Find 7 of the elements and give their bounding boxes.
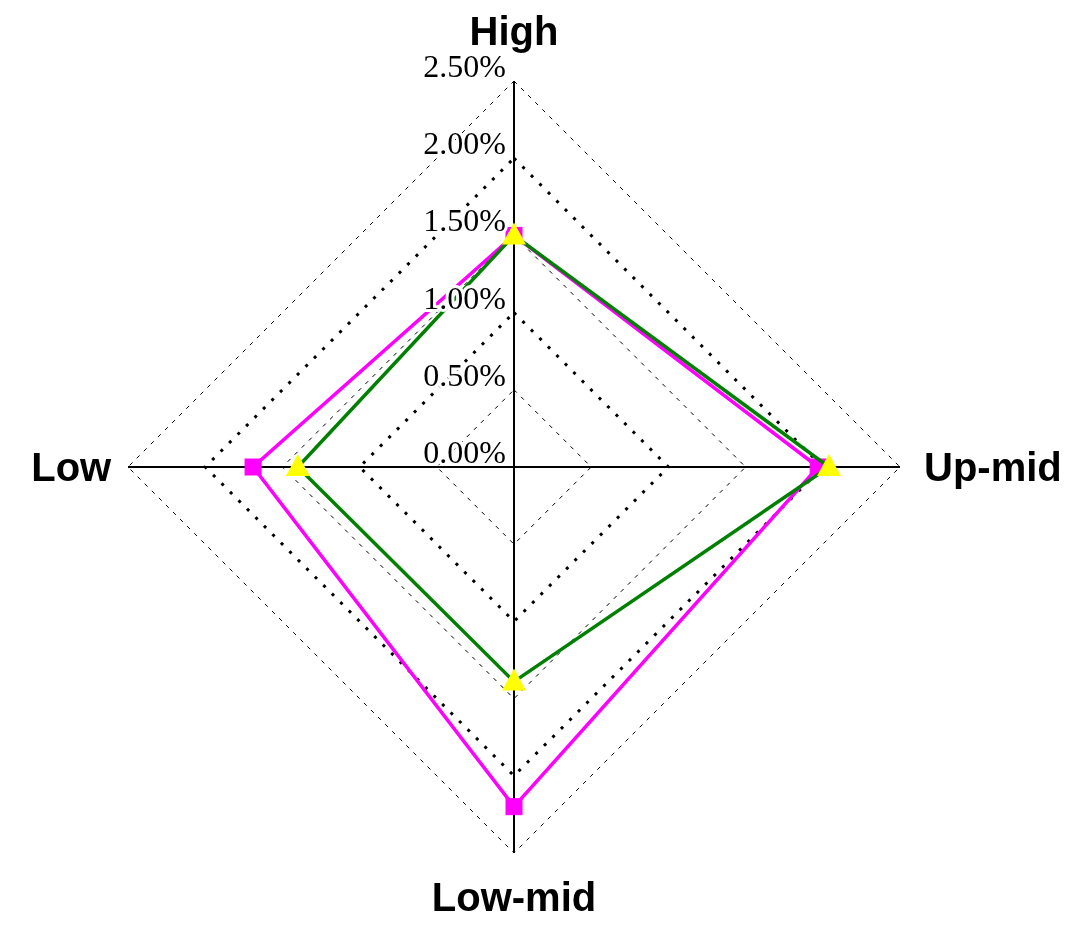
- y-tick-label: 0.50%: [423, 356, 506, 393]
- y-tick-label: 2.00%: [423, 125, 506, 162]
- spoke-label: Low: [31, 445, 113, 489]
- y-tick-label: 1.50%: [423, 202, 506, 239]
- spoke-label: Low-mid: [431, 875, 597, 919]
- y-tick-label: 0.00%: [423, 434, 506, 470]
- spoke-label: Up-mid: [924, 445, 1062, 489]
